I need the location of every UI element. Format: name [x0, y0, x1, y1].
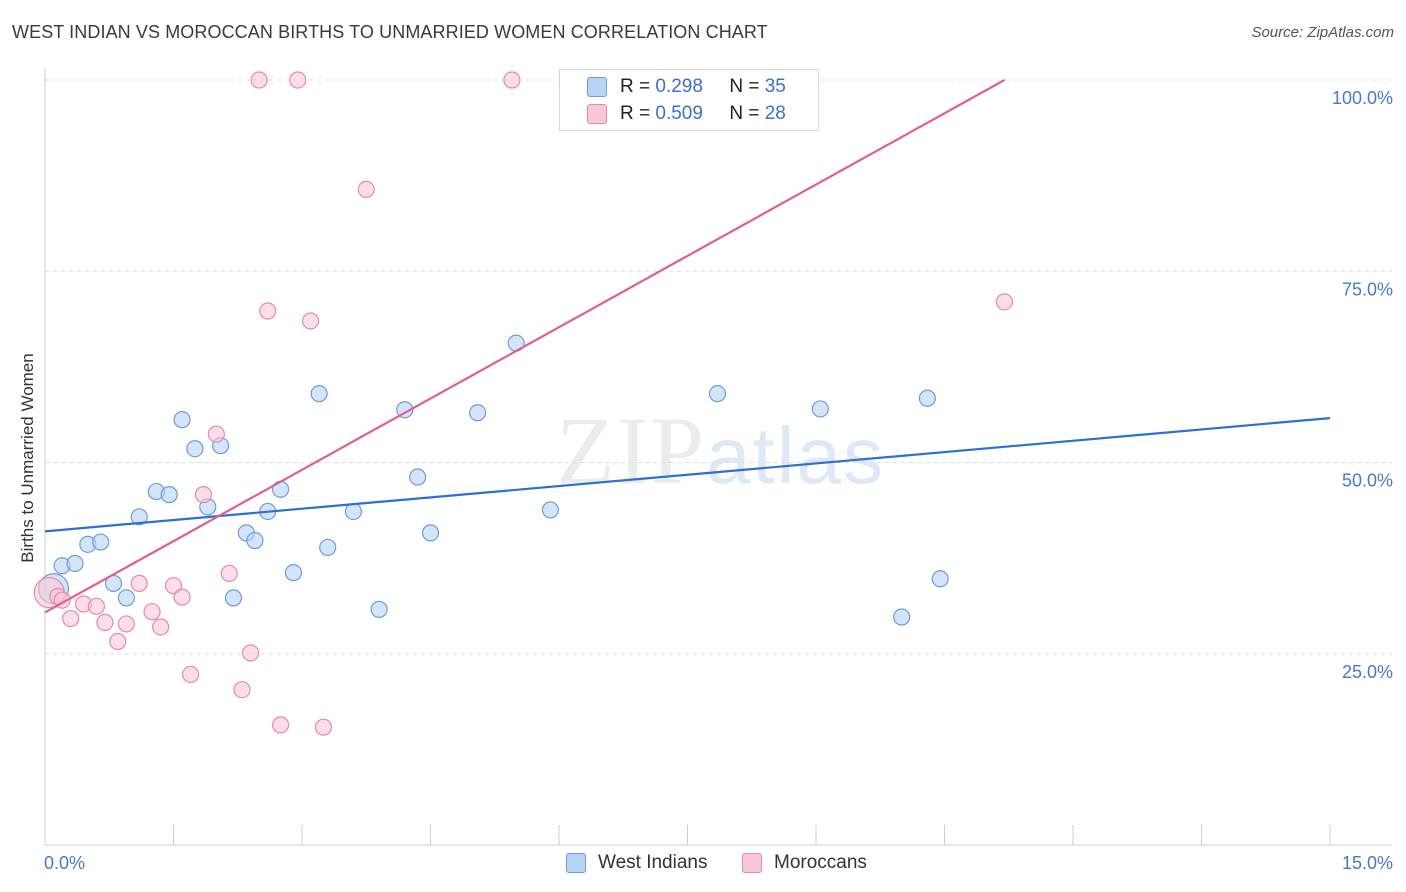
- moroccans-point: [271, 716, 290, 734]
- west-indians-point: [421, 524, 440, 542]
- moroccans-point: [207, 425, 225, 443]
- y-tick-label: 100.0%: [1332, 88, 1393, 108]
- west-indians-point: [160, 486, 178, 504]
- x-tick-label-max: 15.0%: [1342, 853, 1393, 873]
- bottom-legend: West Indians Moroccans: [0, 852, 1406, 878]
- moroccans-point: [194, 486, 213, 504]
- chart-title: WEST INDIAN VS MOROCCAN BIRTHS TO UNMARR…: [12, 22, 768, 42]
- axes: [44, 68, 1392, 846]
- bottom-legend-moroccans[interactable]: Moroccans: [742, 852, 867, 874]
- west-indians-point: [130, 508, 148, 526]
- moroccans-point: [152, 618, 170, 636]
- tick-labels: 25.0% 50.0% 75.0% 100.0% 0.0% 15.0%: [44, 88, 1393, 873]
- series-moroccans: [33, 71, 1014, 736]
- west-indians-point: [541, 501, 560, 519]
- series-west-indians: [37, 334, 949, 626]
- legend-text-west-indians: R = 0.298 N = 35: [620, 76, 786, 98]
- west-indians-point: [396, 401, 414, 419]
- moroccans-point: [301, 312, 320, 330]
- moroccans-point: [164, 577, 183, 595]
- x-tick-label-min: 0.0%: [44, 853, 85, 873]
- legend-swatch-moroccans: [587, 104, 607, 124]
- legend-r-value-moroccans: 0.509: [655, 103, 703, 124]
- moroccans-point: [109, 632, 127, 651]
- y-tick-label: 50.0%: [1342, 471, 1393, 491]
- moroccans-trend-line: [44, 79, 1006, 614]
- moroccans-point: [289, 71, 307, 89]
- watermark-zip: ZIP: [556, 397, 706, 504]
- west-indians-point: [66, 554, 84, 573]
- west-indians-point: [224, 589, 243, 607]
- moroccans-point: [250, 71, 268, 89]
- legend: R = 0.298 N = 35 R = 0.509 N = 28: [559, 69, 819, 131]
- legend-n-label: N =: [729, 103, 760, 124]
- trend-lines: [44, 79, 1331, 614]
- west-indians-point: [173, 411, 191, 429]
- moroccans-point: [233, 681, 251, 699]
- moroccans-point: [143, 603, 161, 621]
- source-label: Source: ZipAtlas.com: [1251, 24, 1394, 41]
- west-indians-point: [469, 404, 487, 422]
- moroccans-point: [96, 613, 114, 631]
- west-indians-point: [117, 589, 135, 607]
- moroccans-point: [130, 574, 148, 592]
- moroccans-point: [117, 615, 135, 633]
- watermark-atlas: atlas: [706, 411, 885, 500]
- west-indians-point: [319, 538, 337, 557]
- moroccans-point: [357, 180, 375, 198]
- legend-r-label: R =: [620, 103, 651, 124]
- west-indians-point: [92, 533, 110, 551]
- bottom-legend-west-indians[interactable]: West Indians: [566, 852, 707, 874]
- bottom-legend-swatch-west-indians: [566, 853, 586, 873]
- moroccans-point: [259, 302, 277, 320]
- west-indians-point: [370, 600, 388, 618]
- west-indians-point: [186, 440, 204, 458]
- legend-text-moroccans: R = 0.509 N = 28: [620, 103, 786, 125]
- west-indians-point: [708, 385, 727, 403]
- y-axis-title: Births to Unmarried Women: [18, 353, 37, 562]
- legend-r-value-west-indians: 0.298: [655, 76, 703, 97]
- legend-swatch-west-indians: [587, 77, 607, 97]
- west-indians-point: [931, 570, 949, 588]
- legend-n-value-moroccans: 28: [764, 103, 786, 124]
- legend-n-value-west-indians: 35: [764, 76, 786, 97]
- west-indians-point: [409, 468, 427, 486]
- moroccans-point: [62, 609, 80, 628]
- bottom-legend-swatch-moroccans: [742, 853, 762, 873]
- west-indians-trend-line: [44, 417, 1331, 533]
- moroccans-point: [220, 564, 238, 583]
- y-tick-label: 25.0%: [1342, 662, 1393, 682]
- moroccans-point: [182, 665, 200, 684]
- moroccans-point: [314, 718, 333, 736]
- west-indians-point: [918, 389, 936, 407]
- legend-r-label: R =: [620, 76, 651, 97]
- moroccans-point: [503, 71, 521, 89]
- bottom-legend-label-moroccans: Moroccans: [774, 852, 867, 873]
- moroccans-point: [87, 597, 106, 615]
- moroccans-point: [173, 588, 191, 606]
- data-points: [33, 71, 1014, 736]
- y-tick-label: 75.0%: [1342, 279, 1393, 299]
- west-indians-point: [811, 400, 829, 418]
- west-indians-point: [246, 531, 264, 550]
- moroccans-point: [242, 644, 260, 662]
- west-indians-point: [310, 385, 328, 403]
- grid-lines: [45, 79, 1392, 655]
- legend-n-label: N =: [729, 76, 760, 97]
- west-indians-point: [344, 502, 362, 521]
- moroccans-point: [995, 293, 1014, 311]
- watermark: ZIPatlas: [556, 395, 885, 506]
- bottom-legend-label-west-indians: West Indians: [598, 852, 708, 873]
- west-indians-point: [284, 564, 303, 582]
- west-indians-point: [893, 608, 911, 626]
